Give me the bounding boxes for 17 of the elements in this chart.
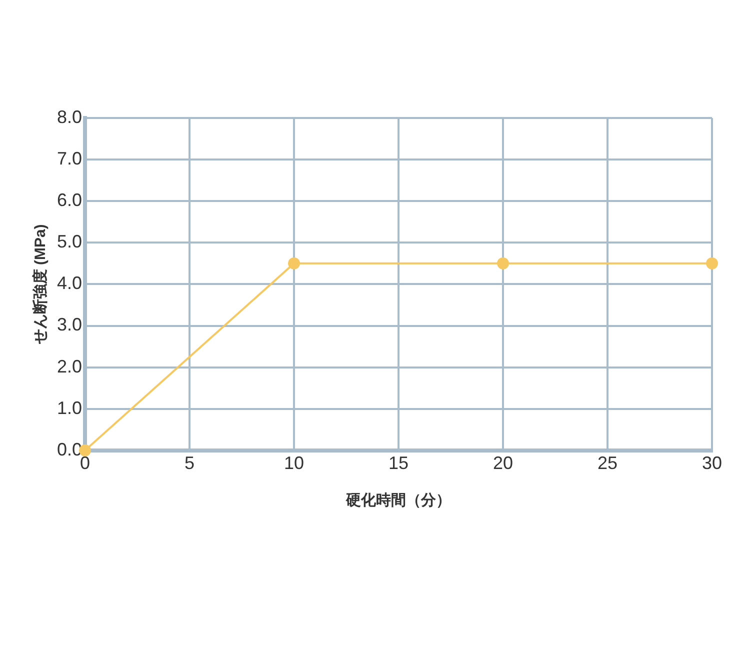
y-axis-title: せん断強度 (MPa) [31,224,50,346]
y-tick-label: 3.0 [56,314,82,335]
x-tick-label: 20 [492,453,514,474]
x-tick-label: 5 [184,453,195,474]
y-tick-label: 6.0 [56,190,82,210]
x-tick-label: 0 [80,453,90,474]
y-tick-label: 8.0 [56,106,82,127]
y-tick-label: 7.0 [56,148,82,169]
x-axis-title: 硬化時間（分） [345,492,452,510]
x-tick-label: 30 [702,453,722,474]
y-tick-label: 4.0 [56,273,82,294]
x-tick-label: 25 [597,453,618,474]
y-tick-label: 2.0 [56,356,82,376]
y-tick-label: 5.0 [56,232,82,252]
x-tick-label: 15 [388,453,409,474]
y-tick-label: 1.0 [56,398,82,418]
x-tick-label: 10 [284,453,304,474]
